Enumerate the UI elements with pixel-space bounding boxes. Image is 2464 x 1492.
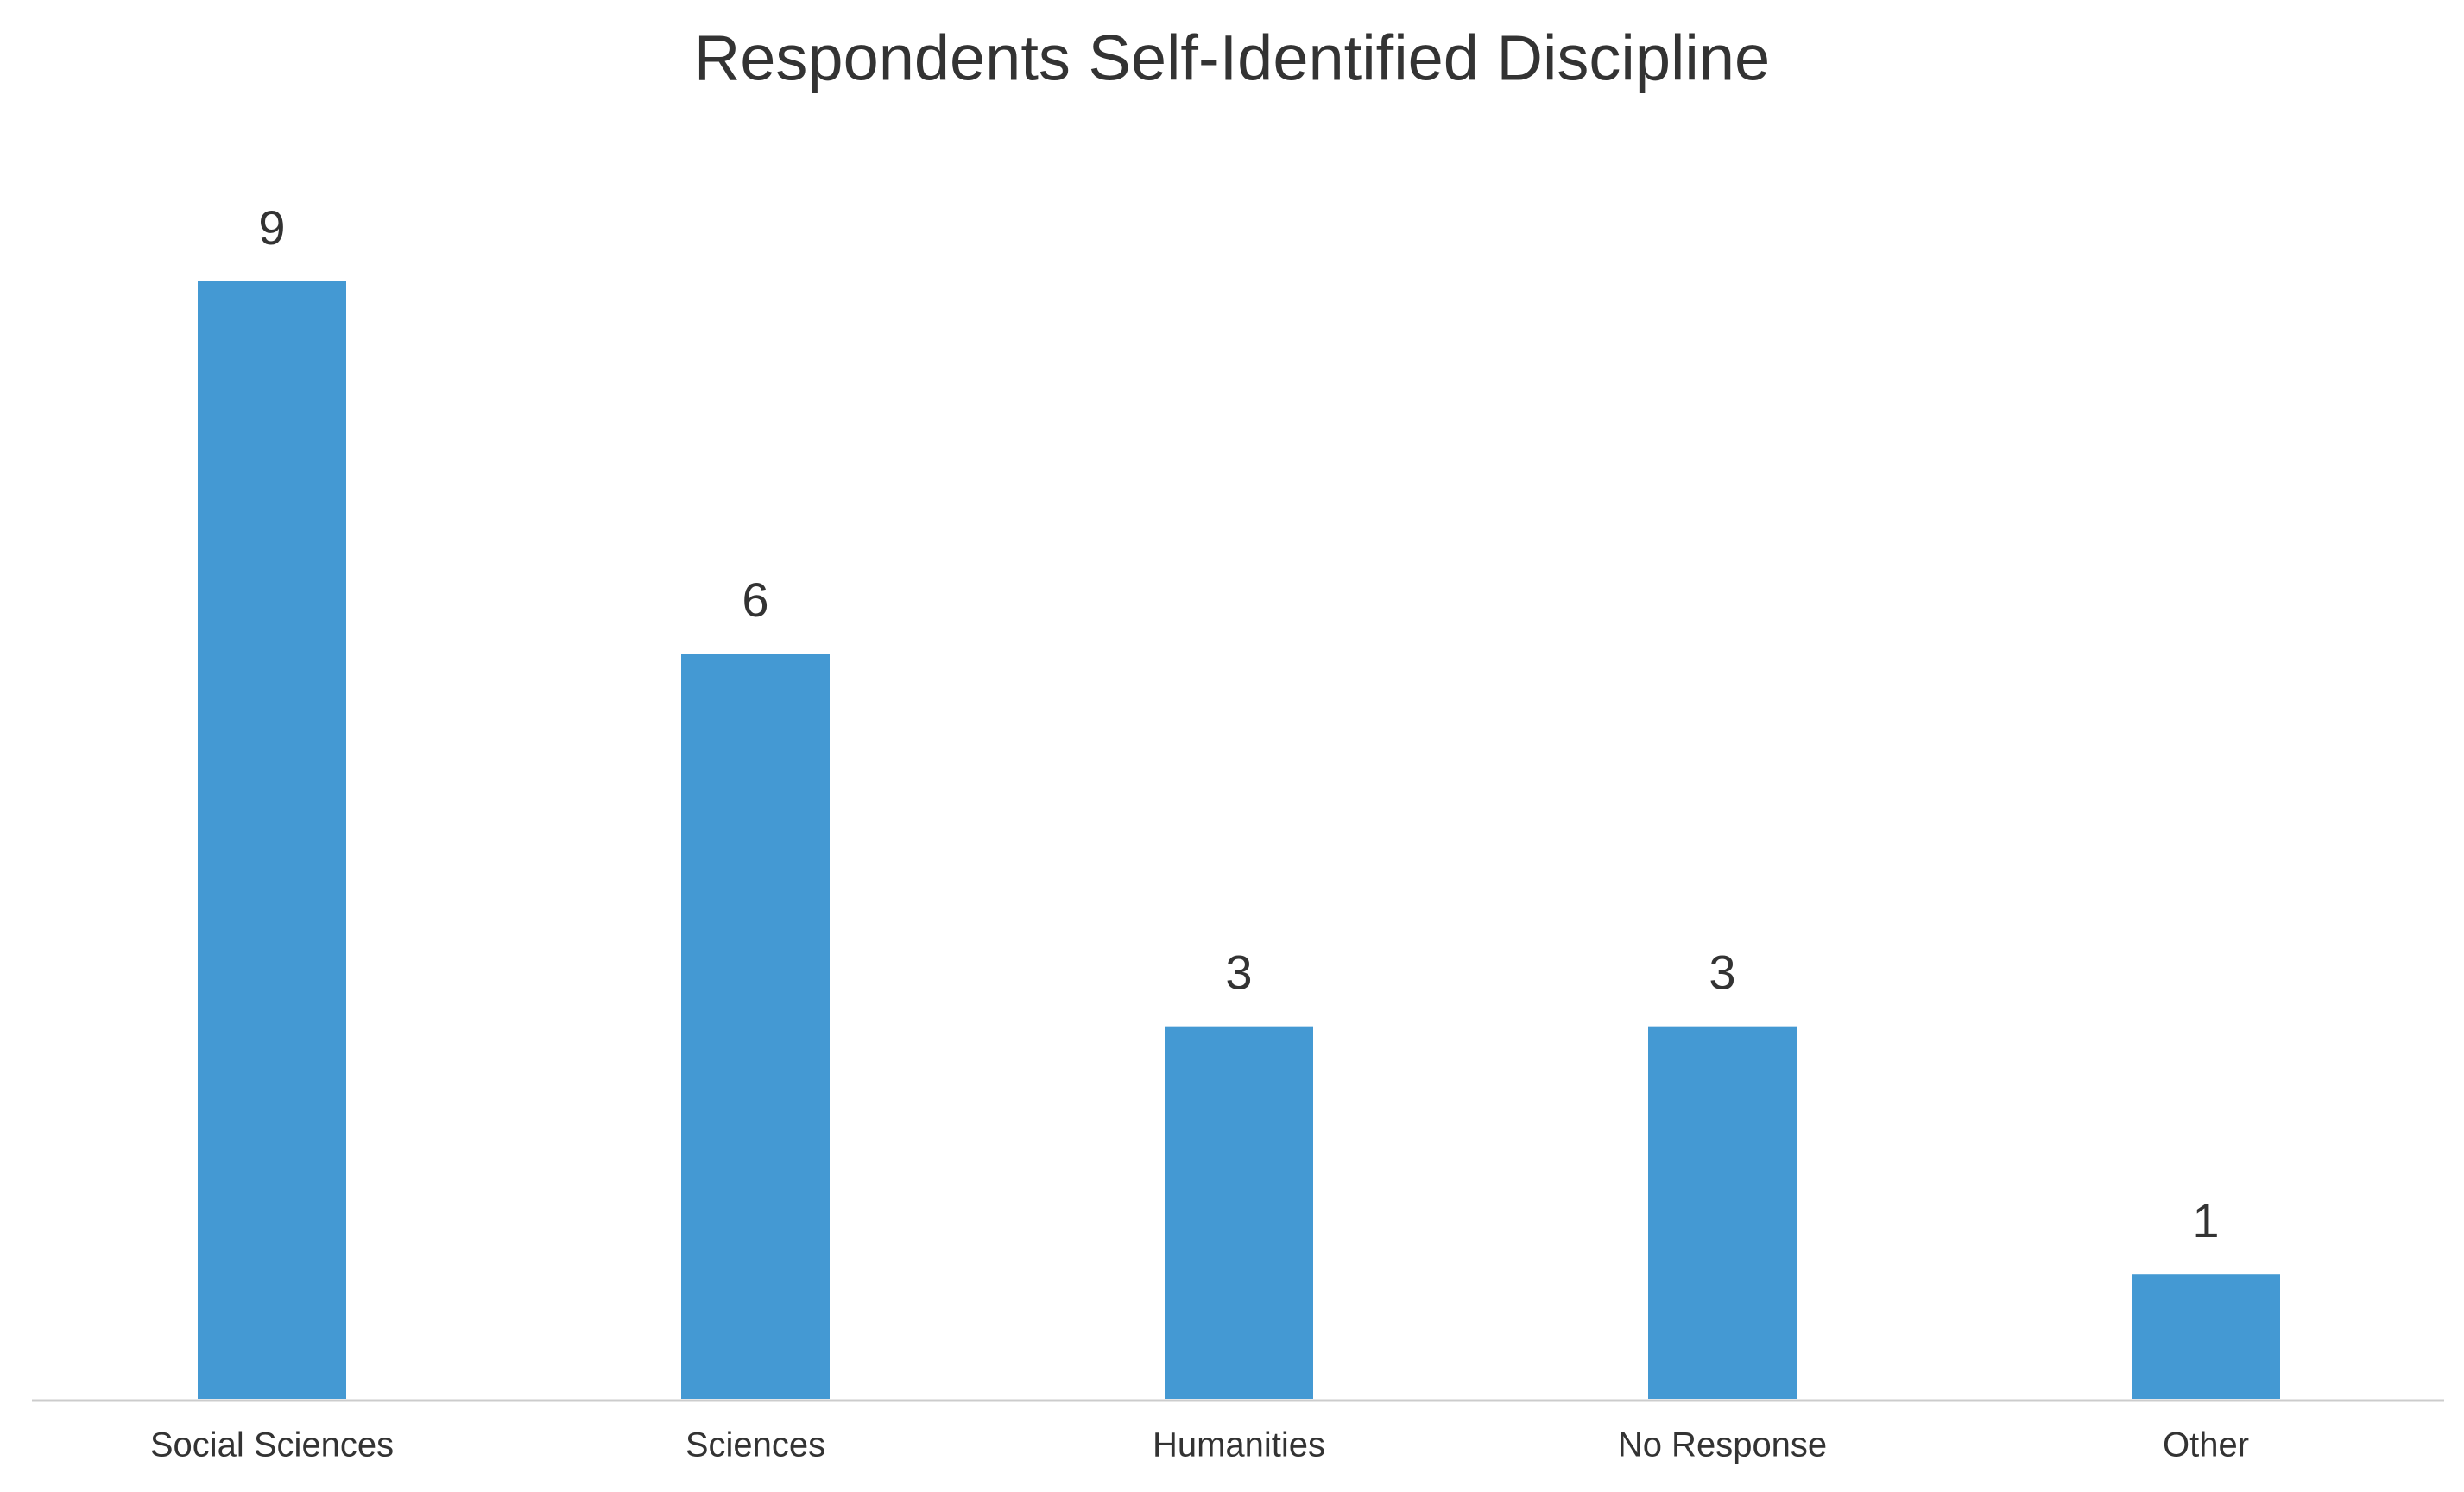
x-tick-label: Social Sciences [150,1426,394,1464]
chart-title: Respondents Self-Identified Discipline [694,22,1770,94]
x-tick-label: Sciences [685,1426,825,1464]
x-tick-label: Humanities [1153,1426,1325,1464]
value-label: 1 [2192,1193,2219,1248]
x-tick-label: Other [2163,1426,2249,1464]
bar [1165,1026,1313,1399]
value-label: 9 [258,200,285,255]
value-label: 3 [1225,945,1252,999]
x-tick-label: No Response [1618,1426,1827,1464]
bar [681,654,830,1399]
value-label: 6 [742,572,768,627]
bar [2132,1274,2280,1399]
value-label: 3 [1709,945,1735,999]
bar [1648,1026,1797,1399]
bar [198,281,346,1399]
